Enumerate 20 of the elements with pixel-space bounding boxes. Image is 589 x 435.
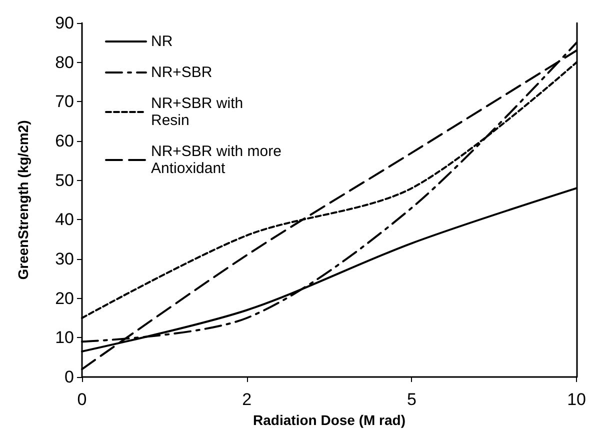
y-tick-label: 60 — [55, 132, 74, 150]
legend-label: NR+SBR — [151, 64, 212, 81]
y-tick-label: 90 — [55, 14, 74, 32]
y-tick-label: 70 — [55, 92, 74, 112]
x-tick-label: 10 — [567, 390, 586, 409]
y-tick-label: 50 — [55, 170, 74, 190]
legend-label: NR+SBR with Resin — [151, 95, 244, 129]
y-axis-title: GreenStrength (kg/cm2) — [15, 120, 31, 280]
y-tick-label: 20 — [55, 288, 74, 308]
y-tick-label: 80 — [55, 52, 74, 72]
legend-label: NR — [151, 33, 173, 50]
x-tick-label: 0 — [77, 390, 87, 409]
y-tick-label: 0 — [64, 368, 74, 386]
legend-label: NR+SBR with more Antioxidant — [151, 143, 282, 177]
x-tick-label: 2 — [242, 390, 252, 409]
y-tick-label: 10 — [55, 328, 74, 348]
x-axis-title: Radiation Dose (M rad) — [253, 412, 406, 428]
x-tick-label: 5 — [406, 390, 416, 409]
y-tick-label: 40 — [55, 210, 74, 230]
y-tick-label: 30 — [55, 250, 74, 268]
